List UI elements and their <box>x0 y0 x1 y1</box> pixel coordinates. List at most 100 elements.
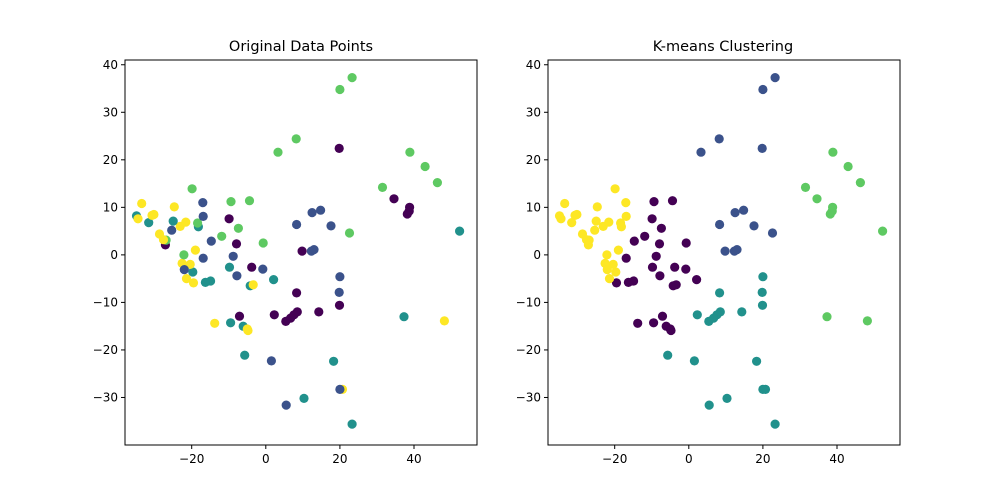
data-point <box>292 288 302 298</box>
data-point <box>228 251 238 261</box>
data-point <box>247 262 257 272</box>
data-point <box>633 318 643 328</box>
data-point <box>704 316 714 326</box>
chart-title: K-means Clustering <box>653 39 793 55</box>
data-point <box>258 264 268 274</box>
data-point <box>732 245 742 255</box>
data-point <box>266 356 276 366</box>
data-point <box>188 267 198 277</box>
data-point <box>758 84 768 95</box>
data-point <box>326 221 336 231</box>
x-tick-label: −20 <box>179 452 204 466</box>
data-point <box>623 277 634 287</box>
x-axis: −20 0 20 40 <box>179 445 422 466</box>
data-point <box>722 393 732 403</box>
data-point <box>198 253 208 263</box>
data-point <box>739 205 749 215</box>
data-point <box>757 300 768 310</box>
data-point <box>800 182 811 192</box>
data-point <box>292 219 302 230</box>
data-point <box>567 218 577 228</box>
data-point <box>692 275 702 285</box>
panel-k-means-clustering: K-means Clustering −20 0 20 40 −30 −20 −10 0 10… <box>516 39 901 466</box>
data-point <box>812 194 822 204</box>
data-point <box>399 312 409 322</box>
data-point <box>767 228 778 238</box>
data-point <box>616 218 626 228</box>
y-tick-label: 0 <box>110 248 118 262</box>
data-point <box>389 194 399 204</box>
data-point <box>591 216 601 226</box>
data-point <box>655 271 665 281</box>
data-point <box>405 147 415 157</box>
data-point <box>185 259 195 269</box>
y-tick-label: 10 <box>103 200 118 214</box>
data-point <box>232 271 242 281</box>
data-point <box>217 231 227 241</box>
data-point <box>316 205 326 215</box>
data-point <box>133 214 143 224</box>
data-point <box>329 356 339 366</box>
y-tick-label: 20 <box>103 153 118 167</box>
data-point <box>243 325 253 336</box>
data-point <box>309 245 319 255</box>
data-point <box>420 161 430 172</box>
data-point <box>572 209 582 220</box>
data-point <box>666 325 676 336</box>
data-point <box>611 267 621 277</box>
data-point <box>602 265 612 275</box>
data-point <box>770 73 780 83</box>
data-point <box>671 280 681 290</box>
y-tick-label: −30 <box>516 390 541 404</box>
data-point <box>714 134 724 144</box>
data-point <box>297 246 307 256</box>
data-point <box>611 278 622 288</box>
data-point <box>663 350 673 360</box>
data-point <box>855 178 866 188</box>
data-point <box>681 238 691 248</box>
data-point <box>273 147 283 157</box>
y-tick-label: 0 <box>533 248 541 262</box>
data-point <box>862 316 873 326</box>
data-point <box>581 235 592 245</box>
y-tick-label: −20 <box>516 343 541 357</box>
x-tick-label: −20 <box>602 452 627 466</box>
data-point <box>696 147 706 157</box>
data-point <box>335 84 345 95</box>
y-axis: −30 −20 −10 0 10 20 30 40 <box>516 58 548 404</box>
data-point <box>200 277 210 287</box>
data-point <box>822 312 832 322</box>
data-point <box>269 310 279 320</box>
axes-frame <box>124 59 478 446</box>
data-point <box>704 400 714 410</box>
data-point <box>670 262 680 272</box>
data-point <box>248 280 258 290</box>
data-point <box>181 274 192 284</box>
data-point <box>181 217 191 227</box>
y-tick-label: 40 <box>526 58 541 72</box>
data-point <box>649 197 659 207</box>
axes-frame <box>547 59 901 446</box>
data-point <box>335 272 345 282</box>
data-point <box>226 318 236 328</box>
data-point <box>770 419 780 429</box>
data-point <box>206 236 216 246</box>
y-tick-label: −20 <box>93 343 118 357</box>
data-point <box>651 251 661 261</box>
panel-original-data-points: Original Data Points −20 0 20 40 −30 −20 −10 0… <box>93 39 478 466</box>
data-point <box>720 246 730 256</box>
data-point <box>210 318 220 328</box>
data-point <box>613 245 624 255</box>
y-tick-label: −10 <box>93 295 118 309</box>
data-point <box>291 134 301 144</box>
data-point <box>602 250 612 260</box>
chart-title: Original Data Points <box>229 39 373 55</box>
data-point <box>334 143 344 153</box>
data-point <box>455 226 465 236</box>
data-point <box>730 208 740 218</box>
data-point <box>681 264 691 274</box>
data-point <box>828 202 838 212</box>
x-axis: −20 0 20 40 <box>602 445 845 466</box>
x-tick-label: 40 <box>406 452 421 466</box>
y-tick-label: −30 <box>93 390 118 404</box>
